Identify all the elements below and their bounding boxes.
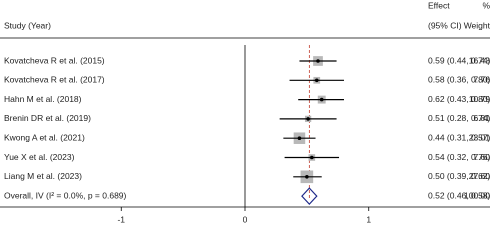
study-label: Kwong A et al. (2021) bbox=[4, 132, 85, 142]
overall-label: Overall, IV (I² = 0.0%, p = 0.689) bbox=[4, 190, 127, 200]
weight-label: 27.60 bbox=[469, 171, 491, 181]
x-tick-label: 1 bbox=[366, 214, 371, 224]
study-label: Brenin DR et al. (2019) bbox=[4, 113, 91, 123]
effect-label: 0.54 (0.32, 0.76) bbox=[428, 152, 491, 162]
overall-effect-label: 0.52 (0.46, 0.58) bbox=[428, 190, 491, 200]
weight-label: 10.79 bbox=[469, 94, 491, 104]
forest-plot: Study (Year) Effect (95% CI) % Weight Ko… bbox=[0, 0, 491, 224]
point-estimate bbox=[314, 78, 319, 83]
point-estimate bbox=[297, 136, 302, 140]
study-label: Kovatcheva R et al. (2015) bbox=[4, 55, 105, 65]
x-tick-label: -1 bbox=[117, 214, 125, 224]
effect-label: 0.44 (0.31, 0.57) bbox=[428, 132, 491, 142]
weight-label: 23.01 bbox=[469, 132, 491, 142]
study-label: Kovatcheva R et al. (2017) bbox=[4, 75, 105, 85]
point-estimate bbox=[306, 117, 310, 121]
point-estimate bbox=[316, 59, 320, 63]
effect-label: 0.59 (0.44, 0.74) bbox=[428, 55, 491, 65]
effect-label: 0.51 (0.28, 0.74) bbox=[428, 113, 491, 123]
effect-label: 0.50 (0.39, 0.62) bbox=[428, 171, 491, 181]
weight-label: 7.76 bbox=[473, 75, 490, 85]
overall-weight-label: 100.00 bbox=[464, 190, 490, 200]
weight-label: 16.43 bbox=[469, 55, 491, 65]
study-label: Hahn M et al. (2018) bbox=[4, 94, 82, 104]
point-estimate bbox=[305, 175, 309, 179]
x-tick-label: 0 bbox=[243, 214, 248, 224]
header-weight: Weight bbox=[464, 20, 491, 30]
effect-label: 0.62 (0.43, 0.80) bbox=[428, 94, 491, 104]
point-estimate bbox=[310, 155, 314, 160]
header-effect: (95% CI) bbox=[428, 20, 462, 30]
header-study: Study (Year) bbox=[4, 20, 51, 30]
effect-label: 0.58 (0.36, 0.80) bbox=[428, 75, 491, 85]
overall-diamond bbox=[301, 187, 318, 205]
header-effect-top: Effect bbox=[428, 0, 450, 10]
weight-label: 7.60 bbox=[473, 152, 490, 162]
point-estimate bbox=[319, 97, 324, 102]
header-weight-top: % bbox=[482, 0, 490, 10]
weight-label: 6.81 bbox=[473, 113, 490, 123]
study-label: Yue X et al. (2023) bbox=[4, 152, 75, 162]
study-label: Liang M et al. (2023) bbox=[4, 171, 82, 181]
